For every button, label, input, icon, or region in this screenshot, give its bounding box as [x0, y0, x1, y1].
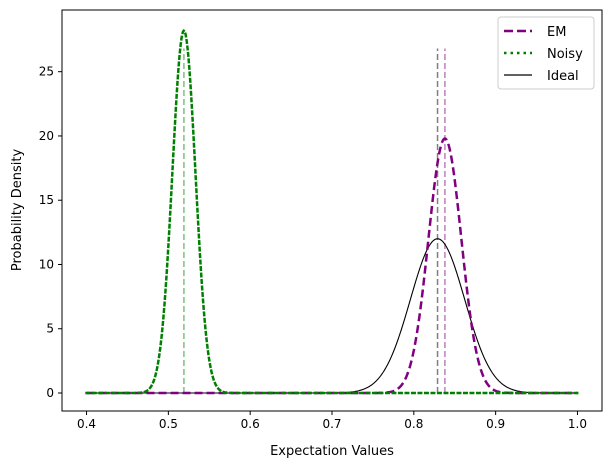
legend: EM Noisy Ideal [497, 16, 595, 90]
x-tick-label: 0.8 [404, 417, 423, 431]
y-tick-label: 10 [39, 257, 54, 271]
series-line-noisy [85, 28, 579, 395]
legend-label-em: EM [547, 25, 566, 40]
x-tick-label: 0.9 [486, 417, 505, 431]
x-tick-label: 0.4 [77, 417, 96, 431]
x-tick-label: 0.7 [322, 417, 341, 431]
legend-label-noisy: Noisy [547, 47, 583, 62]
y-tick-label: 25 [39, 65, 54, 79]
x-axis-label: Expectation Values [270, 444, 394, 459]
plot-area [85, 28, 579, 395]
x-tick-label: 0.6 [241, 417, 260, 431]
y-axis-label: Probability Density [10, 149, 25, 272]
x-axis: 0.4 0.5 0.6 0.7 0.8 0.9 1.0 [77, 411, 587, 431]
y-tick-label: 20 [39, 129, 54, 143]
series-line-ideal [86, 238, 578, 394]
legend-box [497, 16, 595, 90]
y-axis: 0 5 10 15 20 25 [39, 65, 62, 400]
y-tick-label: 5 [46, 322, 54, 336]
y-tick-label: 15 [39, 193, 54, 207]
y-tick-label: 0 [46, 386, 54, 400]
x-tick-label: 0.5 [159, 417, 178, 431]
x-tick-label: 1.0 [568, 417, 587, 431]
series-line-em [86, 137, 578, 395]
legend-label-ideal: Ideal [547, 69, 579, 84]
